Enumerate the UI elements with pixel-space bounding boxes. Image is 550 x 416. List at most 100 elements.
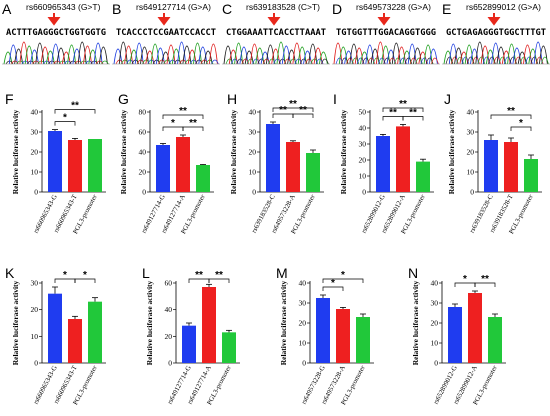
significance-label: ** [399,99,407,110]
bar [48,131,62,192]
y-tick-label: 0 [252,188,256,197]
trace-peak [150,43,160,65]
trace-peak [530,56,539,65]
trace-peak [391,42,401,65]
significance-label: * [331,278,335,289]
panel-letter: J [444,91,451,107]
y-tick-label: 40 [431,279,439,288]
trace-peak [321,58,329,65]
bar [202,287,216,363]
significance-label: * [341,270,345,281]
trace-peak [193,42,202,65]
panel-letter: D [332,1,342,17]
y-tick-label: 30 [249,128,257,137]
trace-peak [418,51,428,65]
trace-peak [431,57,439,65]
trace-peak [335,57,344,65]
trace-peak [415,57,423,65]
panel-letter: C [222,1,232,17]
bar [176,137,190,192]
arrow-icon [47,13,61,26]
snp-title: rs652899012 (G>A) [466,2,541,12]
trace-peak [425,57,434,65]
bar [316,298,330,363]
bar [524,159,538,192]
y-axis-label: Relative luciferase activity [279,280,288,365]
y-tick-label: 40 [249,108,257,117]
sequence-text: TGTGGTTTGGACAGGTGGG [336,28,436,38]
y-tick-label: 20 [431,319,439,328]
trace-peak [134,42,144,65]
bar [356,317,370,363]
bar [484,140,498,192]
bar [376,136,390,192]
trace-peak [461,56,470,65]
y-tick-label: 20 [139,168,147,177]
trace-peak [482,56,491,65]
bar [396,126,410,192]
trace-peak [450,56,459,65]
trace-peak [155,47,165,65]
trace-peak [198,46,208,65]
trace-peak [375,41,385,65]
trace-peak [333,42,343,65]
y-tick-label: 0 [362,188,366,197]
bar [416,161,430,192]
arrow-icon [267,13,281,26]
bar [336,309,350,363]
significance-bracket [490,114,532,119]
panel-letter: B [112,1,121,17]
y-tick-label: 20 [467,148,475,157]
y-axis-label: Relative luciferase activity [145,280,154,365]
arrow-icon [487,13,501,26]
trace-peak [383,57,392,65]
y-tick-label: 0 [168,359,172,368]
significance-label: * [63,270,67,281]
trace-peak [124,45,134,65]
trace-peak [129,49,139,65]
trace-peak [514,56,523,65]
significance-bracket [402,116,424,121]
y-tick-label: 60 [139,128,147,137]
trace-peak [477,56,486,65]
trace-peak [362,57,370,65]
trace-peak [118,41,128,65]
trace-peak [313,47,323,65]
panel-letter: M [276,265,288,281]
trace-peak [409,57,418,65]
trace-peak [257,58,266,65]
trace-peak [166,44,176,65]
bar [196,165,210,192]
trace-peak [35,42,45,65]
trace-peak [14,48,24,65]
significance-label: ** [389,107,397,118]
significance-label: * [171,118,175,129]
significance-label: * [519,118,523,129]
bar [488,317,502,363]
trace-peak [208,43,218,65]
trace-peak [349,43,359,65]
y-tick-label: 10 [467,168,475,177]
y-tick-label: 0 [470,188,474,197]
y-tick-label: 0 [434,359,438,368]
trace-peak [203,50,213,65]
y-axis-label: Relative luciferase activity [339,109,348,194]
trace-peak [485,49,495,65]
trace-peak [533,41,543,65]
y-tick-label: 0 [142,188,146,197]
trace-peak [448,43,458,65]
trace-peak [177,41,187,65]
trace-peak [19,41,29,65]
trace-peak [252,58,260,65]
significance-label: ** [299,105,307,116]
trace-peak [56,47,66,65]
y-axis-label: Relative luciferase activity [119,109,128,194]
trace-peak [315,58,324,65]
snp-title: rs660965343 (G>T) [26,2,101,12]
significance-label: ** [189,118,197,129]
